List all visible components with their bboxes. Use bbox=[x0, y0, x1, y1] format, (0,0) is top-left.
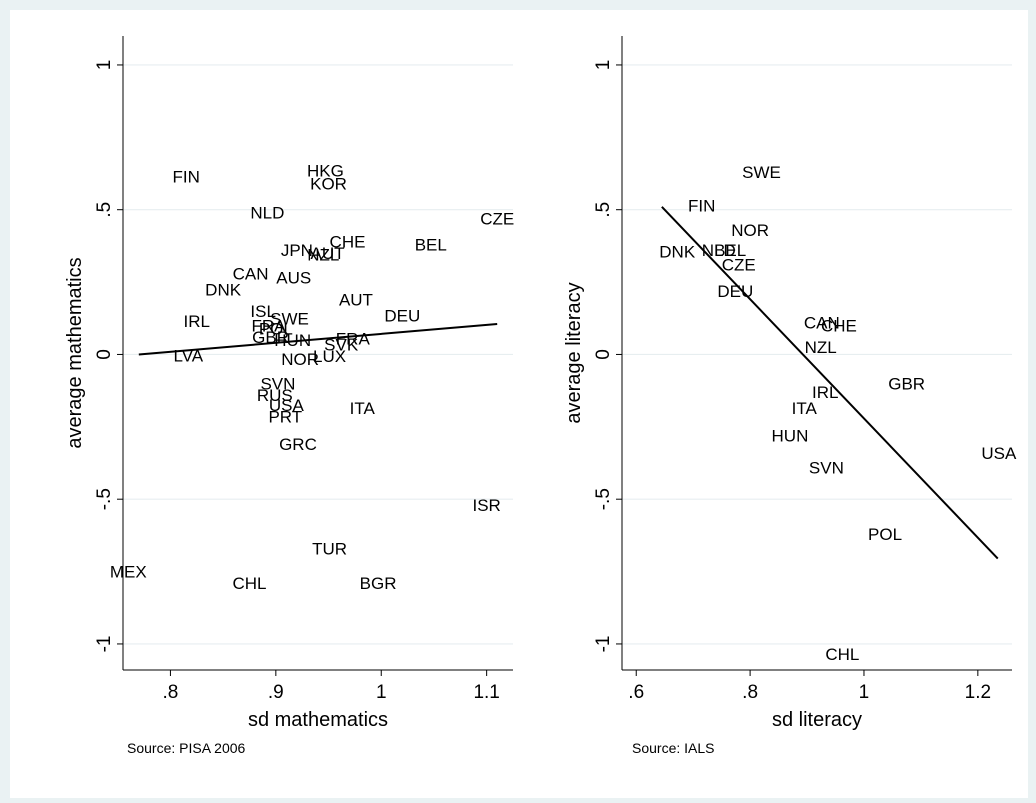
lit-point-label: FIN bbox=[688, 196, 715, 215]
lit-y-tick-label: -.5 bbox=[593, 488, 614, 510]
lit-x-tick-label: .8 bbox=[742, 682, 758, 703]
math-point-label: IRL bbox=[184, 312, 210, 331]
lit-y-tick-label: .5 bbox=[593, 202, 614, 218]
lit-point-label: CZE bbox=[722, 256, 756, 275]
math-point-label: ISR bbox=[472, 496, 500, 515]
math-point-label: AUT bbox=[339, 290, 373, 309]
math-x-tick-label: .8 bbox=[163, 682, 179, 703]
math-point-label: LVA bbox=[174, 346, 204, 365]
math-point-label: SVN bbox=[260, 374, 295, 393]
lit-point-label: NOR bbox=[731, 221, 769, 240]
math-point-label: ITA bbox=[350, 399, 376, 418]
math-x-tick-label: 1.1 bbox=[473, 682, 499, 703]
panel-literacy: -1 -.5 0 .5 1 .6 .8 1 1.2 sd literacy average lite… bbox=[563, 36, 1017, 756]
math-y-tick-label: -.5 bbox=[94, 488, 115, 510]
math-point-label: FRA bbox=[336, 330, 371, 349]
math-point-label: HUN bbox=[274, 331, 311, 350]
lit-point-label: SVN bbox=[809, 458, 844, 477]
math-point-label: LUX bbox=[313, 347, 346, 366]
math-point-label: AUS bbox=[276, 269, 311, 288]
lit-point-label: NLD bbox=[702, 241, 736, 260]
math-point-label: SWE bbox=[270, 309, 309, 328]
panel-mathematics: -1 -.5 0 .5 1 .8 .9 1 1.1 sd mathematics average m… bbox=[64, 36, 514, 756]
math-point-label: BEL bbox=[415, 235, 447, 254]
math-point-label: CAN bbox=[233, 264, 269, 283]
math-point-label: USA bbox=[269, 396, 305, 415]
lit-y-tick-label: 0 bbox=[593, 349, 614, 360]
lit-point-label: SWE bbox=[742, 163, 781, 182]
lit-point-label: DEU bbox=[717, 282, 753, 301]
math-x-axis-title: sd mathematics bbox=[248, 709, 388, 731]
lit-x-tick-label: 1.2 bbox=[965, 682, 991, 703]
math-point-label: NZL bbox=[307, 246, 339, 265]
lit-fit-line bbox=[661, 206, 999, 560]
lit-point-label: IRL bbox=[812, 383, 838, 402]
math-y-tick-label: 0 bbox=[94, 349, 115, 360]
math-point-label: GRC bbox=[279, 435, 317, 454]
lit-x-axis-title: sd literacy bbox=[772, 709, 862, 731]
math-point-label: DEU bbox=[384, 306, 420, 325]
lit-y-tick-label: 1 bbox=[593, 60, 614, 71]
math-point-label: PRT bbox=[268, 408, 302, 427]
math-point-label: ISL bbox=[250, 302, 276, 321]
figure-background bbox=[10, 10, 1028, 798]
lit-point-label: BEL bbox=[714, 241, 746, 260]
math-y-tick-label: .5 bbox=[94, 202, 115, 218]
math-point-label: AUT bbox=[310, 244, 344, 263]
math-point-label: KOR bbox=[310, 175, 347, 194]
lit-point-label: GBR bbox=[888, 374, 925, 393]
math-point-label: NOR bbox=[281, 350, 319, 369]
lit-x-tick-label: 1 bbox=[859, 682, 870, 703]
math-x-tick-label: 1 bbox=[376, 682, 387, 703]
math-point-label: RUS bbox=[257, 386, 293, 405]
math-point-label: CZE bbox=[480, 209, 514, 228]
math-point-label: GBR bbox=[252, 328, 289, 347]
math-source-note: Source: PISA 2006 bbox=[127, 740, 246, 756]
lit-point-label: CHL bbox=[825, 645, 859, 664]
math-point-label: CHL bbox=[232, 574, 266, 593]
math-point-label: FIN bbox=[173, 167, 200, 186]
math-point-label: TUR bbox=[312, 539, 347, 558]
lit-point-label: HUN bbox=[772, 427, 809, 446]
math-y-tick-label: -1 bbox=[94, 635, 115, 652]
lit-source-note: Source: IALS bbox=[632, 740, 715, 756]
math-y-axis-title: average mathematics bbox=[64, 257, 86, 448]
lit-point-label: ITA bbox=[792, 399, 818, 418]
math-y-tick-label: 1 bbox=[94, 60, 115, 71]
lit-point-label: USA bbox=[981, 444, 1017, 463]
math-point-label: SVK bbox=[324, 335, 359, 354]
math-fit-line bbox=[138, 323, 498, 356]
lit-point-label: POL bbox=[868, 525, 902, 544]
lit-point-label: CAN bbox=[804, 314, 840, 333]
math-x-tick-label: .9 bbox=[268, 682, 284, 703]
math-point-label: POL bbox=[259, 319, 293, 338]
math-point-label: HKG bbox=[307, 162, 344, 181]
lit-y-axis-title: average literacy bbox=[563, 282, 585, 423]
math-point-label: CHE bbox=[330, 233, 366, 252]
math-point-label: JPN bbox=[281, 241, 313, 260]
math-point-label: DNK bbox=[205, 280, 242, 299]
math-point-label: NLD bbox=[250, 204, 284, 223]
lit-point-label: CHE bbox=[821, 316, 857, 335]
math-point-label: MEX bbox=[110, 563, 147, 582]
lit-point-label: NZL bbox=[805, 338, 837, 357]
lit-x-tick-label: .6 bbox=[628, 682, 644, 703]
math-point-label: FRA bbox=[251, 316, 286, 335]
lit-y-tick-label: -1 bbox=[593, 635, 614, 652]
lit-point-label: DNK bbox=[659, 243, 696, 262]
math-point-label: BGR bbox=[360, 574, 397, 593]
